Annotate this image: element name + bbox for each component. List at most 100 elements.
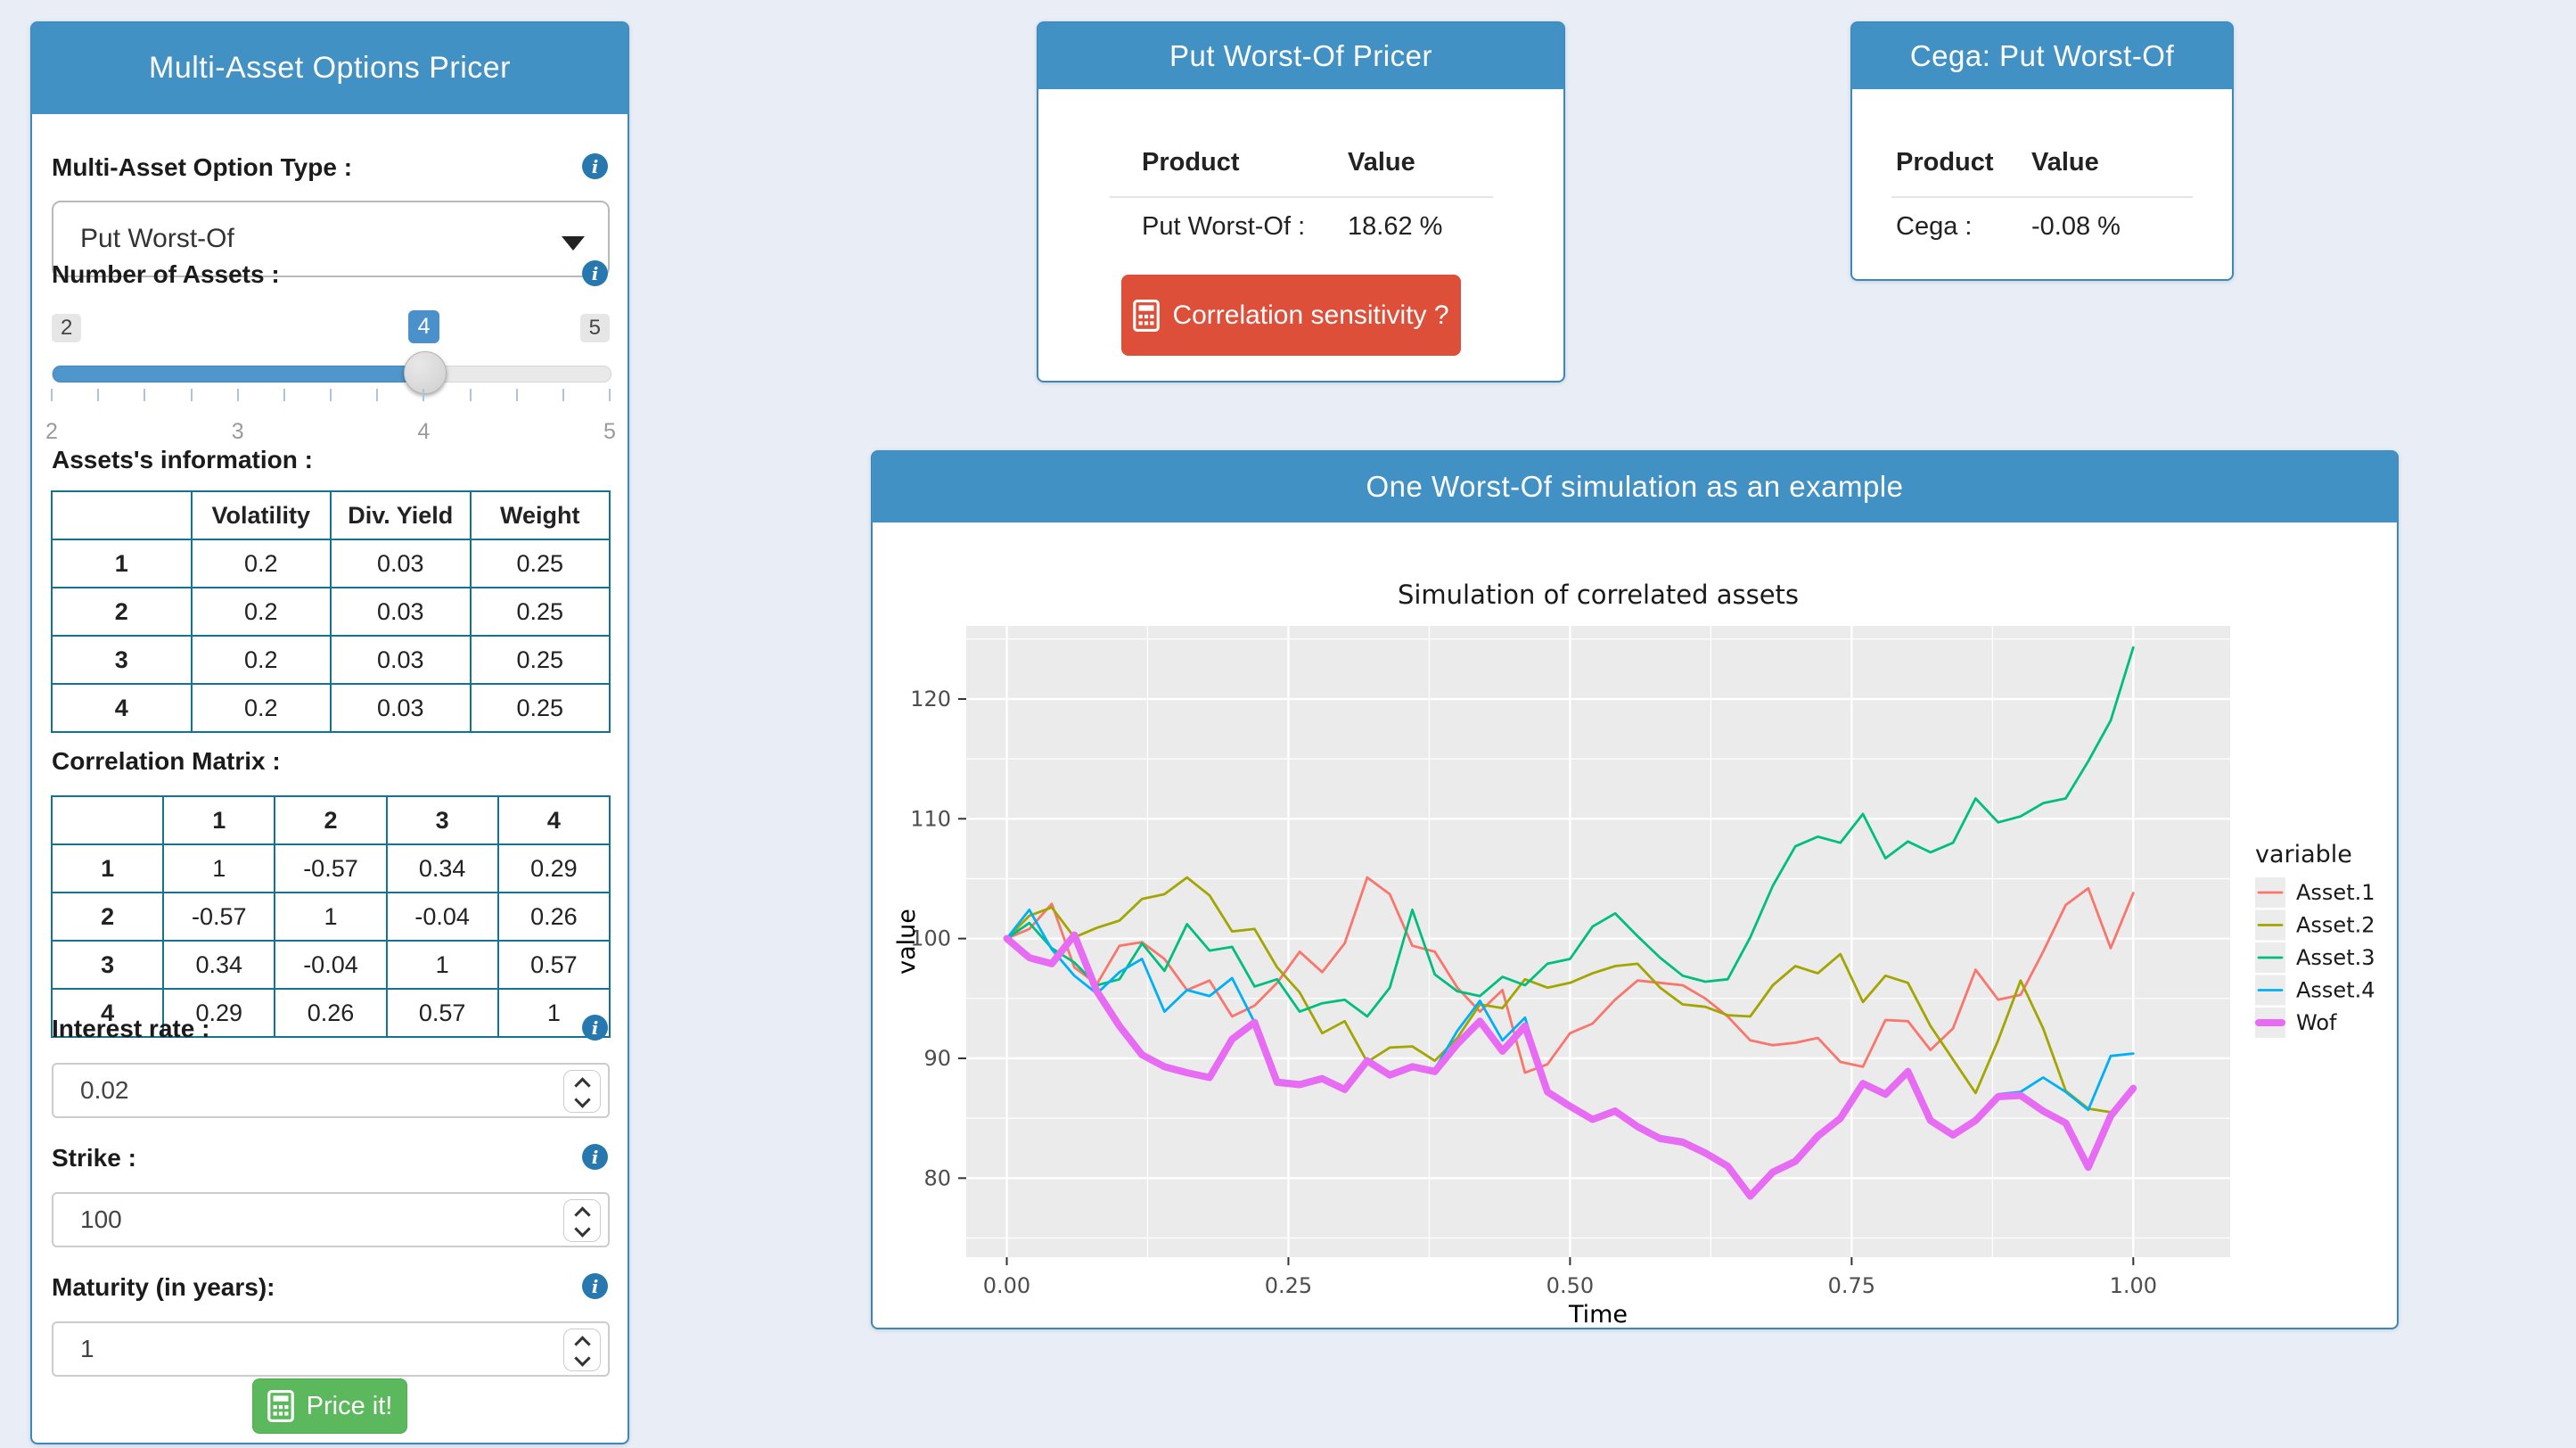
strike-info-icon[interactable]	[582, 1144, 608, 1170]
num-assets-info-icon[interactable]	[582, 260, 608, 286]
interest-rate-stepper[interactable]	[563, 1070, 601, 1113]
table-cell[interactable]: 0.34	[385, 843, 499, 893]
table-cell[interactable]: 0.29	[162, 988, 276, 1038]
interest-rate-input[interactable]	[52, 1063, 610, 1118]
table-cell[interactable]: 0.26	[274, 988, 388, 1038]
svg-text:90: 90	[923, 1046, 951, 1071]
slider-tick	[236, 389, 239, 401]
table-cell[interactable]: 0.34	[162, 940, 276, 990]
table-cell[interactable]: 1	[162, 843, 276, 893]
table-cell[interactable]: -0.57	[162, 892, 276, 942]
slider-tick	[515, 389, 518, 401]
slider-tick-label: 3	[231, 419, 244, 444]
stepper-down-icon[interactable]	[573, 1091, 591, 1108]
assets-info-table: Volatility Div. Yield Weight 1 0.2 0.03 0.25 2 0…	[51, 490, 611, 733]
table-cell[interactable]: -0.57	[274, 843, 388, 893]
num-assets-slider: 2 5 4 2 3 4 5	[45, 310, 616, 453]
product-name: Put Worst-Of :	[1142, 212, 1306, 241]
svg-text:100: 100	[910, 926, 951, 951]
column-header: Weight	[469, 490, 611, 540]
num-assets-label: Number of Assets :	[52, 260, 280, 288]
column-header: 3	[385, 795, 499, 845]
stepper-down-icon[interactable]	[573, 1221, 591, 1238]
table-cell[interactable]: 0.03	[330, 587, 472, 637]
slider-track[interactable]	[52, 366, 611, 383]
cega-name: Cega :	[1896, 212, 1973, 241]
table-cell[interactable]: 0.25	[469, 683, 611, 733]
value-column-header: Value	[1348, 148, 1415, 177]
svg-text:80: 80	[923, 1165, 951, 1190]
simulation-panel-title: One Worst-Of simulation as an example	[1366, 470, 1904, 503]
svg-text:Wof: Wof	[2296, 1010, 2337, 1035]
put-worst-of-pricer-card: Put Worst-Of Pricer Product Value Put Wo…	[1037, 21, 1565, 383]
slider-tick	[190, 389, 193, 401]
table-cell[interactable]: 0.57	[496, 940, 611, 990]
option-type-info-icon[interactable]	[582, 153, 608, 179]
product-column-header: Product	[1896, 148, 1994, 177]
correlation-sensitivity-button[interactable]: Correlation sensitivity ?	[1121, 275, 1461, 356]
pricer-card-title: Put Worst-Of Pricer	[1169, 38, 1432, 72]
svg-text:0.25: 0.25	[1265, 1273, 1312, 1298]
slider-tick-labels: 2 3 4 5	[45, 419, 616, 446]
interest-rate-info-icon[interactable]	[582, 1015, 608, 1041]
svg-text:Asset.4: Asset.4	[2296, 978, 2375, 1003]
table-cell[interactable]: 0.2	[190, 587, 332, 637]
table-cell[interactable]: 0.2	[190, 635, 332, 685]
table-cell[interactable]: 0.29	[496, 843, 611, 893]
calculator-icon	[1133, 299, 1161, 332]
strike-input[interactable]	[52, 1192, 610, 1247]
maturity-info-icon[interactable]	[582, 1273, 608, 1299]
table-row: 4 0.29 0.26 0.57 1	[50, 988, 611, 1038]
product-value: 18.62 %	[1348, 212, 1443, 241]
options-pricer-title: Multi-Asset Options Pricer	[149, 51, 511, 85]
svg-text:0.75: 0.75	[1828, 1273, 1875, 1298]
table-cell[interactable]: 0.25	[469, 587, 611, 637]
pricer-card-header: Put Worst-Of Pricer	[1038, 22, 1564, 89]
svg-text:1.00: 1.00	[2110, 1273, 2157, 1298]
table-cell[interactable]: 0.57	[385, 988, 499, 1038]
product-column-header: Product	[1142, 148, 1240, 177]
table-cell[interactable]: 0.03	[330, 683, 472, 733]
maturity-label: Maturity (in years):	[52, 1273, 275, 1301]
table-cell[interactable]: 0.2	[190, 683, 332, 733]
stepper-down-icon[interactable]	[573, 1350, 591, 1367]
maturity-stepper[interactable]	[563, 1329, 601, 1371]
table-cell[interactable]: 0.03	[330, 539, 472, 588]
maturity-field-wrap	[52, 1321, 610, 1377]
interest-rate-label: Interest rate :	[52, 1015, 210, 1042]
slider-tick	[51, 389, 53, 401]
option-type-select[interactable]: Put Worst-Of	[52, 201, 610, 277]
correlation-sensitivity-label: Correlation sensitivity ?	[1172, 300, 1449, 330]
option-type-label: Multi-Asset Option Type :	[52, 153, 353, 181]
table-cell[interactable]: 1	[385, 940, 499, 990]
column-header	[50, 795, 165, 845]
table-cell[interactable]: -0.04	[274, 940, 388, 990]
slider-tick-label: 4	[417, 419, 431, 444]
column-header	[51, 490, 193, 540]
table-cell[interactable]: 0.25	[469, 635, 611, 685]
table-row: 3 0.34 -0.04 1 0.57	[50, 940, 611, 990]
slider-tick	[283, 389, 285, 401]
cega-value: -0.08 %	[2031, 212, 2121, 241]
table-cell[interactable]: 0.26	[496, 892, 611, 942]
price-it-button[interactable]: Price it!	[252, 1378, 407, 1434]
table-row: 3 0.2 0.03 0.25	[51, 635, 611, 685]
table-cell[interactable]: 1	[274, 892, 388, 942]
table-cell[interactable]: -0.04	[385, 892, 499, 942]
table-cell[interactable]: 0.25	[469, 539, 611, 588]
strike-stepper[interactable]	[563, 1199, 601, 1242]
simulation-chart: 80 90 100 110 120 0.00 0.25 0.50 0.75 1.00 Simulat…	[893, 580, 2375, 1328]
table-cell[interactable]: 0.03	[330, 635, 472, 685]
simulation-panel: One Worst-Of simulation as an example 80…	[871, 450, 2399, 1329]
maturity-input[interactable]	[52, 1321, 610, 1377]
slider-tick	[562, 389, 564, 401]
slider-handle[interactable]	[403, 351, 447, 394]
options-pricer-panel: Multi-Asset Options Pricer Multi-Asset O…	[30, 21, 629, 1444]
cega-card-title: Cega: Put Worst-Of	[1909, 38, 2175, 72]
svg-text:Asset.2: Asset.2	[2296, 913, 2375, 938]
column-header: 2	[274, 795, 388, 845]
price-it-label: Price it!	[306, 1391, 393, 1420]
table-cell[interactable]: 0.2	[190, 539, 332, 588]
column-header: 1	[162, 795, 276, 845]
svg-text:110: 110	[910, 806, 951, 831]
